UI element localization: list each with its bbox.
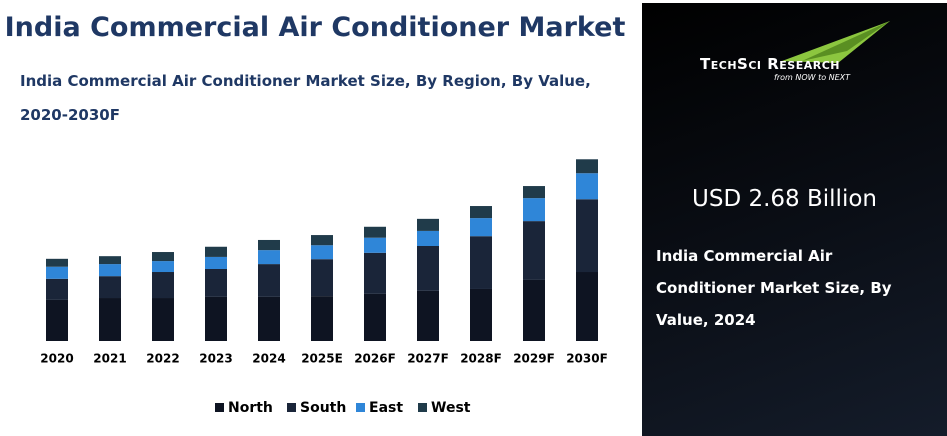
bar-segment bbox=[470, 236, 492, 289]
highlight-value: USD 2.68 Billion bbox=[692, 186, 877, 212]
bar-segment bbox=[99, 264, 121, 277]
bar-segment bbox=[576, 199, 598, 273]
bar-segment bbox=[258, 296, 280, 341]
bar-segment bbox=[152, 261, 174, 273]
x-tick-label: 2021 bbox=[93, 352, 126, 366]
bar-segment bbox=[523, 279, 545, 341]
bar-segment bbox=[258, 250, 280, 265]
bar-segment bbox=[152, 298, 174, 341]
bar-segment bbox=[470, 288, 492, 341]
bar-segment bbox=[99, 276, 121, 299]
bar-segment bbox=[576, 173, 598, 200]
chart: 2020 2021 2022 2023 2024 2025E 2026F 2027F 2028F… bbox=[40, 159, 608, 416]
bar-segment bbox=[364, 293, 386, 341]
bar-segment bbox=[205, 256, 227, 269]
x-tick-label: 2022 bbox=[146, 352, 179, 366]
highlight-panel: TechSci Research from NOW to NEXT USD 2.… bbox=[642, 3, 947, 436]
legend-label: North bbox=[228, 400, 273, 416]
legend-label: West bbox=[431, 400, 471, 416]
bar-segment bbox=[470, 206, 492, 219]
bar-segment bbox=[523, 221, 545, 280]
x-tick-label: 2024 bbox=[252, 352, 285, 366]
x-tick-label: 2020 bbox=[40, 352, 73, 366]
x-tick-label: 2026F bbox=[354, 352, 396, 366]
x-tick-label: 2023 bbox=[199, 352, 232, 366]
bar-segment bbox=[364, 237, 386, 253]
legend-label: South bbox=[300, 400, 346, 416]
page-title: India Commercial Air Conditioner Market bbox=[4, 12, 626, 43]
legend-swatch bbox=[287, 403, 296, 412]
bar-segment bbox=[417, 218, 439, 231]
bar-segment bbox=[99, 256, 121, 265]
bar-segment bbox=[311, 296, 333, 341]
x-tick-label: 2029F bbox=[513, 352, 555, 366]
bar-segment bbox=[258, 264, 280, 297]
bar-segment bbox=[311, 245, 333, 260]
x-tick-label: 2030F bbox=[566, 352, 608, 366]
bar-segment bbox=[205, 246, 227, 257]
bar-segment bbox=[417, 230, 439, 246]
bar-segment bbox=[99, 298, 121, 341]
bar-segment bbox=[258, 239, 280, 251]
legend-swatch bbox=[356, 403, 365, 412]
legend-swatch bbox=[215, 403, 224, 412]
bar-segment bbox=[46, 278, 68, 300]
logo-name: TechSci Research bbox=[700, 55, 840, 73]
bar-segment bbox=[523, 198, 545, 222]
bar-segment bbox=[311, 259, 333, 297]
x-tick-label: 2027F bbox=[407, 352, 449, 366]
bar-segment bbox=[152, 272, 174, 299]
bar-segment bbox=[46, 258, 68, 267]
bar-segment bbox=[364, 226, 386, 238]
logo-graphic bbox=[782, 21, 890, 63]
bar-segment bbox=[152, 252, 174, 262]
chart-subtitle: India Commercial Air Conditioner Market … bbox=[20, 72, 591, 124]
bar-segment bbox=[46, 266, 68, 279]
x-tick-label: 2025E bbox=[301, 352, 343, 366]
logo-swoosh-shade bbox=[802, 21, 890, 61]
legend-swatch bbox=[418, 403, 427, 412]
bar-segment bbox=[576, 272, 598, 341]
logo-swoosh bbox=[782, 21, 890, 63]
bar-segment bbox=[46, 299, 68, 341]
bar-segment bbox=[205, 296, 227, 341]
x-tick-label: 2028F bbox=[460, 352, 502, 366]
bar-segment bbox=[576, 159, 598, 174]
logo-tagline: from NOW to NEXT bbox=[774, 73, 851, 82]
bar-segment bbox=[417, 245, 439, 291]
bar-segment bbox=[470, 218, 492, 237]
bar-segment bbox=[311, 235, 333, 246]
bar-segment bbox=[205, 268, 227, 297]
legend-label: East bbox=[369, 400, 403, 416]
highlight-label: India Commercial Air Conditioner Market … bbox=[656, 247, 892, 329]
bar-segment bbox=[523, 186, 545, 199]
bar-segment bbox=[364, 252, 386, 294]
bar-segment bbox=[417, 290, 439, 341]
